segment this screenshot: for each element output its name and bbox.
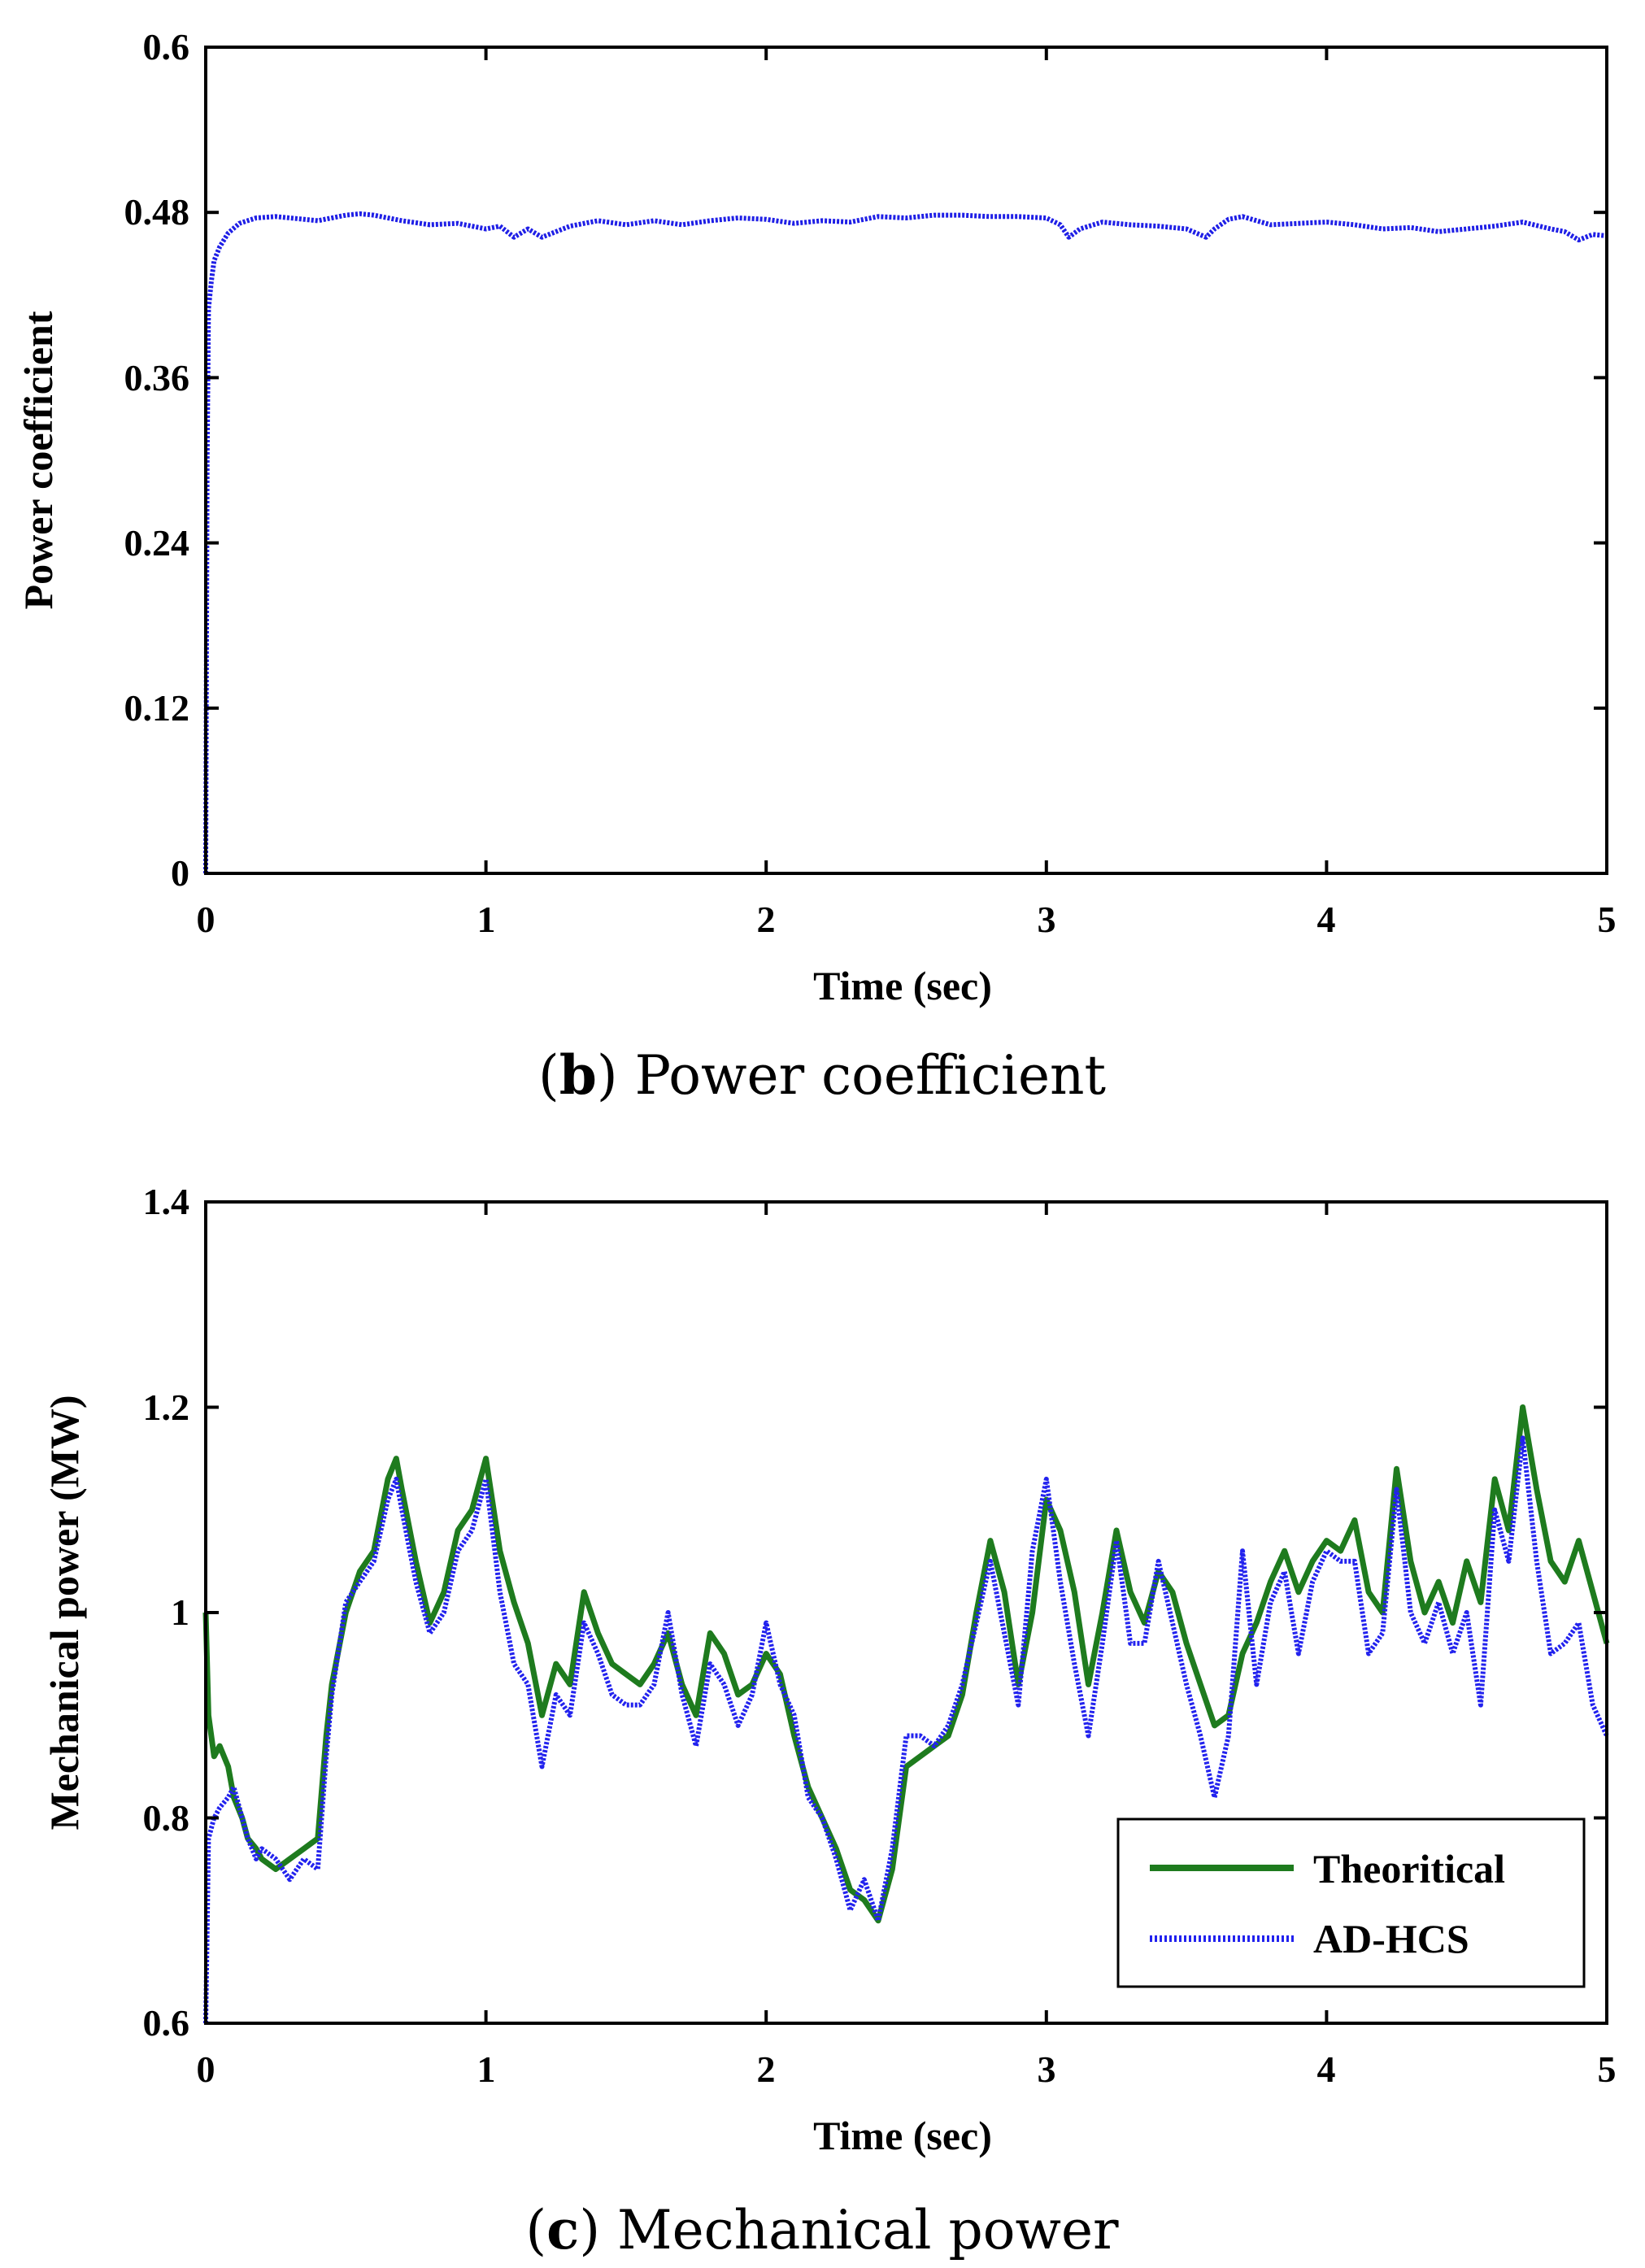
b-ytick-label-5: 0.6 [143,26,190,67]
c-legend-label-ad-hcs: AD-HCS [1313,1916,1469,1961]
c-xtick-label-1: 1 [477,2048,496,2090]
c-series-line-ad-hcs [203,1435,1609,2024]
b-caption-letter: b [559,1043,597,1107]
c-legend-label-theoritical: Theoritical [1313,1846,1505,1891]
c-caption-text: Mechanical power [617,2199,1119,2261]
b-ytick-label-2: 0.24 [124,522,190,564]
power-coefficient-ticks [204,46,1608,875]
b-xtick-label-3: 3 [1038,899,1056,940]
c-xtick-label-2: 2 [757,2048,776,2090]
c-ytick-label-3: 1.2 [143,1386,190,1428]
power-coefficient-chart: 0 0.12 0.24 0.36 0.48 0.6 0 1 2 3 4 5 Ti… [15,26,1617,1107]
c-caption: (c) Mechanical power [525,2198,1119,2261]
c-ytick-label-2: 1 [171,1591,189,1633]
c-xtick-label-4: 4 [1317,2048,1336,2090]
c-ytick-label-1: 0.8 [143,1797,190,1839]
b-series-line-power-coefficient [203,211,1608,874]
c-legend: Theoritical AD-HCS [1116,1817,1586,1988]
b-y-axis-label: Power coefficient [15,311,61,609]
c-ytick-label-0: 0.6 [143,2002,190,2044]
b-xtick-label-2: 2 [757,899,776,940]
power-coefficient-series-layer [203,211,1608,874]
c-legend-box [1116,1817,1586,1988]
b-xtick-label-4: 4 [1317,899,1336,940]
c-ytick-label-4: 1.4 [143,1181,190,1222]
power-coefficient-plot-frame [204,46,1608,875]
c-caption-letter: c [546,2198,579,2261]
mechanical-power-series-layer [202,1404,1610,2024]
mechanical-power-ticks [204,1200,1608,2025]
c-series-line-theoritical [202,1404,1610,1924]
b-caption: (b) Power coefficient [538,1043,1106,1107]
b-ytick-label-0: 0 [171,852,189,894]
b-xtick-label-1: 1 [477,899,496,940]
b-xtick-label-0: 0 [197,899,215,940]
b-caption-text: Power coefficient [635,1044,1106,1107]
b-ytick-label-4: 0.48 [124,191,190,233]
mechanical-power-chart: 0.6 0.8 1 1.2 1.4 0 1 2 3 4 5 Time (sec)… [41,1181,1617,2261]
b-ytick-label-3: 0.36 [124,357,190,398]
c-xtick-label-0: 0 [197,2048,215,2090]
c-xtick-label-5: 5 [1598,2048,1617,2090]
c-y-axis-label: Mechanical power (MW) [41,1395,87,1830]
c-xtick-label-3: 3 [1038,2048,1056,2090]
b-x-axis-label: Time (sec) [813,963,992,1008]
b-xtick-label-5: 5 [1598,899,1617,940]
c-x-axis-label: Time (sec) [813,2113,992,2158]
b-ytick-label-1: 0.12 [124,687,190,729]
